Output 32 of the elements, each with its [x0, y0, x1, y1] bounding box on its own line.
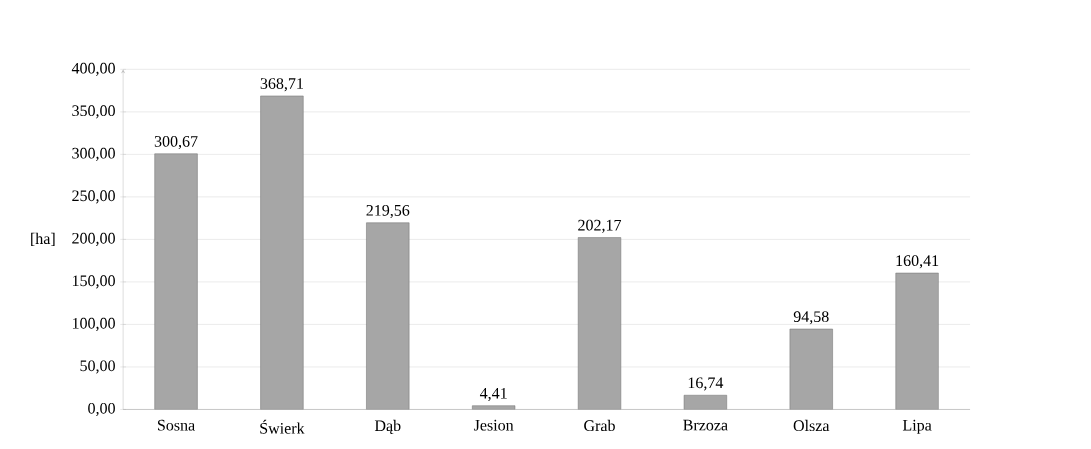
- y-tick-label: 100,00: [72, 317, 115, 331]
- y-tick-label: 250,00: [72, 190, 115, 204]
- x-tick-label: Lipa: [902, 419, 932, 434]
- data-label: 160,41: [896, 255, 939, 269]
- data-label: 300,67: [154, 135, 198, 149]
- x-tick-label: Brzoza: [683, 419, 728, 431]
- y-tick-label: 350,00: [72, 105, 115, 119]
- data-label: 219,56: [366, 204, 410, 218]
- x-tick-label: Dąb: [374, 419, 401, 434]
- bar: [260, 95, 304, 410]
- y-tick-label: 50,00: [80, 360, 115, 374]
- x-tick-label: Jesion: [473, 419, 514, 431]
- bar: [577, 237, 622, 410]
- y-tick-label: 0,00: [88, 402, 115, 416]
- data-label: 4,41: [479, 387, 507, 401]
- y-tick-label: 200,00: [72, 232, 115, 246]
- y-tick-label: 400,00: [71, 62, 115, 76]
- data-label: 368,71: [260, 77, 303, 92]
- data-label: 202,17: [578, 219, 622, 233]
- bar: [366, 222, 410, 410]
- x-tick-label: Sosna: [158, 419, 195, 431]
- data-label: 16,74: [688, 377, 724, 391]
- bar: [789, 328, 833, 410]
- x-tick-label: Olsza: [793, 419, 830, 431]
- data-label: 94,58: [793, 310, 829, 325]
- x-tick-label: Świerk: [260, 419, 305, 434]
- bar: [154, 153, 198, 410]
- y-tick-label: 150,00: [72, 275, 115, 289]
- y-axis-title: [ha]: [31, 232, 55, 246]
- y-tick-label: 300,00: [72, 147, 115, 161]
- bar: [895, 272, 939, 410]
- x-tick-label: Grab: [584, 419, 615, 431]
